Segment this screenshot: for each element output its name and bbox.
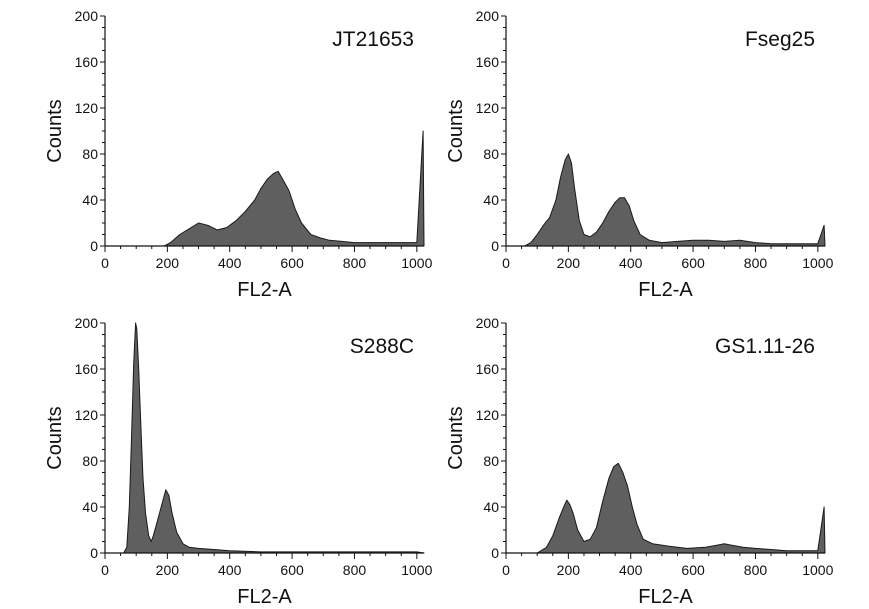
x-tick-label: 400 [619,562,643,578]
y-tick-label: 200 [75,315,99,331]
histogram-area [104,322,425,554]
y-tick-label: 40 [82,192,98,208]
histogram-area [104,130,425,247]
x-tick-label: 1000 [802,562,833,578]
x-tick-label: 800 [343,255,367,271]
x-tick-label: 0 [502,562,510,578]
x-tick-label: 200 [557,255,581,271]
panel-label: S288C [350,335,414,358]
panel-label: Fseg25 [745,28,815,51]
y-tick-label: 80 [483,453,499,469]
y-tick-label: 160 [75,361,99,377]
y-tick-label: 0 [90,545,98,561]
x-tick-label: 600 [681,562,705,578]
y-axis-title: Counts [44,99,66,162]
y-tick-label: 0 [491,545,499,561]
y-tick-label: 200 [476,315,500,331]
y-tick-label: 160 [476,361,500,377]
x-tick-label: 200 [156,562,180,578]
y-tick-label: 120 [75,407,99,423]
x-tick-label: 800 [744,562,768,578]
y-axis-title: Counts [445,99,467,162]
x-tick-label: 1000 [802,255,833,271]
x-axis-title: FL2-A [237,279,292,301]
x-tick-label: 200 [156,255,180,271]
y-tick-label: 40 [483,499,499,515]
x-tick-label: 800 [744,255,768,271]
panel-label: JT21653 [332,28,414,51]
panel-2: 0 40 80 120 160 200 0 200 400 600 800 1000 FL2-A Coun… [445,8,834,301]
histogram-area [505,462,826,554]
y-axis-title: Counts [44,406,66,469]
y-tick-label: 160 [75,54,99,70]
x-tick-label: 0 [101,255,109,271]
x-tick-label: 1000 [401,562,432,578]
y-tick-label: 80 [82,146,98,162]
x-tick-label: 800 [343,562,367,578]
y-tick-label: 160 [476,54,500,70]
x-tick-label: 0 [502,255,510,271]
x-tick-label: 200 [557,562,581,578]
panel-label: GS1.11-26 [715,335,815,358]
x-axis-title: FL2-A [237,586,292,608]
x-tick-label: 600 [280,562,304,578]
x-axis-title: FL2-A [638,586,693,608]
y-tick-label: 200 [476,8,500,24]
x-tick-label: 400 [218,255,242,271]
x-tick-label: 400 [619,255,643,271]
y-tick-label: 120 [476,407,500,423]
x-tick-label: 1000 [401,255,432,271]
y-tick-label: 80 [483,146,499,162]
panel-4: 0 40 80 120 160 200 0 200 400 600 800 1000 FL2-A Coun… [445,315,834,608]
panel-1: 0 40 80 120 160 200 0 200 400 600 800 1000 FL2-A Coun… [44,8,433,301]
x-axis-title: FL2-A [638,279,693,301]
y-tick-label: 40 [82,499,98,515]
y-tick-label: 200 [75,8,99,24]
y-axis-title: Counts [445,406,467,469]
histogram-area [505,153,826,247]
x-tick-label: 400 [218,562,242,578]
panel-3: 0 40 80 120 160 200 0 200 400 600 800 1000 FL2-A Coun… [44,315,433,608]
y-tick-label: 40 [483,192,499,208]
y-tick-label: 0 [90,238,98,254]
x-tick-label: 600 [681,255,705,271]
y-tick-label: 0 [491,238,499,254]
x-tick-label: 0 [101,562,109,578]
y-tick-label: 120 [75,100,99,116]
y-tick-label: 120 [476,100,500,116]
x-tick-label: 600 [280,255,304,271]
y-tick-label: 80 [82,453,98,469]
